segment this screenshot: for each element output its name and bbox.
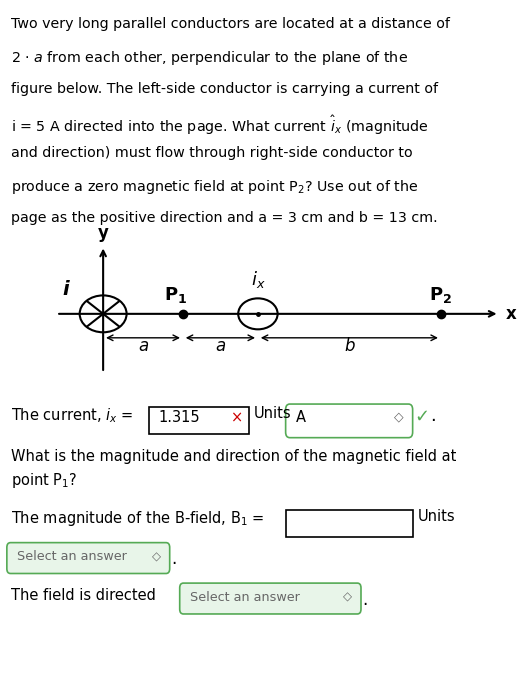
Text: x: x bbox=[505, 305, 516, 323]
Text: and direction) must flow through right-side conductor to: and direction) must flow through right-s… bbox=[11, 146, 412, 160]
Text: Units: Units bbox=[417, 509, 455, 524]
Text: Select an answer: Select an answer bbox=[190, 591, 299, 604]
Text: ◇: ◇ bbox=[394, 410, 403, 423]
Text: A: A bbox=[296, 410, 306, 425]
Text: page as the positive direction and a = 3 cm and b = 13 cm.: page as the positive direction and a = 3… bbox=[11, 211, 437, 224]
Text: $i_x$: $i_x$ bbox=[251, 269, 265, 289]
Text: 2 · $a$ from each other, perpendicular to the plane of the: 2 · $a$ from each other, perpendicular t… bbox=[11, 49, 407, 67]
Text: y: y bbox=[97, 224, 109, 242]
Text: Two very long parallel conductors are located at a distance of: Two very long parallel conductors are lo… bbox=[11, 17, 450, 31]
FancyBboxPatch shape bbox=[286, 404, 413, 438]
Text: i: i bbox=[62, 281, 69, 299]
Text: figure below. The left-side conductor is carrying a current of: figure below. The left-side conductor is… bbox=[11, 82, 437, 95]
FancyBboxPatch shape bbox=[149, 407, 249, 434]
Text: ◇: ◇ bbox=[152, 550, 161, 563]
Text: a: a bbox=[215, 337, 226, 355]
Text: 1.315: 1.315 bbox=[158, 410, 200, 425]
Text: What is the magnitude and direction of the magnetic field at
point P$_1$?: What is the magnitude and direction of t… bbox=[11, 449, 456, 490]
FancyBboxPatch shape bbox=[286, 510, 413, 537]
Text: $\mathbf{P_1}$: $\mathbf{P_1}$ bbox=[164, 285, 188, 305]
Text: ✓: ✓ bbox=[415, 407, 430, 425]
Text: Select an answer: Select an answer bbox=[17, 550, 126, 563]
Text: i = 5 A directed into the page. What current $\hat{i}_x$ (magnitude: i = 5 A directed into the page. What cur… bbox=[11, 114, 428, 137]
Text: .: . bbox=[363, 591, 368, 608]
Text: .: . bbox=[171, 550, 177, 568]
Text: .: . bbox=[431, 407, 436, 425]
Text: The current, $i_x$ =: The current, $i_x$ = bbox=[11, 406, 134, 425]
Text: $\mathbf{P_2}$: $\mathbf{P_2}$ bbox=[430, 285, 452, 305]
Text: Units: Units bbox=[254, 406, 291, 421]
FancyBboxPatch shape bbox=[7, 543, 170, 573]
Text: produce a zero magnetic field at point P$_2$? Use out of the: produce a zero magnetic field at point P… bbox=[11, 178, 418, 196]
Text: The magnitude of the B-field, B$_1$ =: The magnitude of the B-field, B$_1$ = bbox=[11, 509, 266, 528]
Text: b: b bbox=[344, 337, 355, 355]
Text: ◇: ◇ bbox=[343, 591, 352, 604]
Text: The field is directed: The field is directed bbox=[11, 588, 155, 603]
Text: a: a bbox=[138, 337, 148, 355]
Text: ×: × bbox=[231, 410, 243, 425]
FancyBboxPatch shape bbox=[180, 583, 361, 614]
